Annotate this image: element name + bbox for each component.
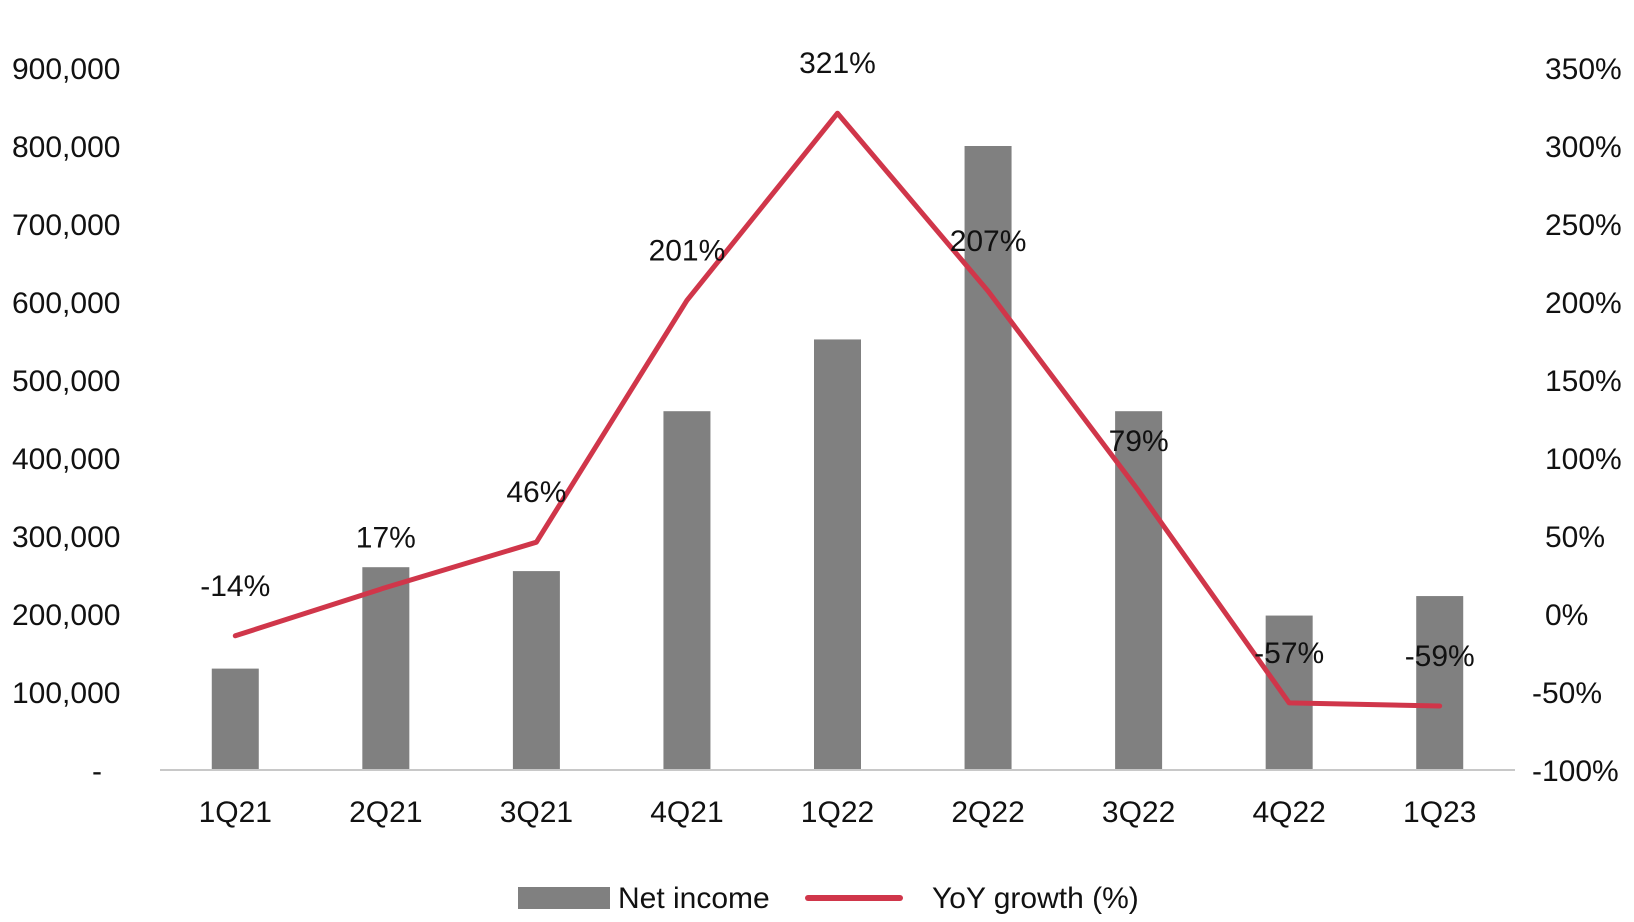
- data-label-2Q22: 207%: [950, 225, 1027, 258]
- right-tick-label: 100%: [1545, 443, 1622, 476]
- left-tick-label: 500,000: [12, 365, 120, 398]
- right-tick-label: 200%: [1545, 287, 1622, 320]
- right-tick-label: 0%: [1545, 599, 1588, 632]
- bar-2Q22: [964, 146, 1012, 770]
- data-label-4Q21: 201%: [649, 234, 726, 267]
- x-tick-label: 3Q22: [1102, 796, 1175, 829]
- x-tick-label: 1Q23: [1403, 796, 1476, 829]
- line-series-yoy-growth: [232, 110, 1443, 709]
- bar-3Q21: [512, 571, 560, 770]
- right-tick-label: 300%: [1545, 131, 1622, 164]
- left-tick-label: -: [92, 755, 102, 788]
- right-tick-label: 150%: [1545, 365, 1622, 398]
- right-tick-label: -100%: [1532, 755, 1619, 788]
- left-tick-label: 700,000: [12, 209, 120, 242]
- left-tick-label: 800,000: [12, 131, 120, 164]
- legend-label-yoy-growth: YoY growth (%): [932, 882, 1139, 915]
- data-label-1Q21: -14%: [200, 570, 270, 603]
- legend: Net income YoY growth (%): [518, 882, 1139, 915]
- x-tick-label: 1Q22: [801, 796, 874, 829]
- right-tick-label: 250%: [1545, 209, 1622, 242]
- bar-series-net-income: [211, 146, 1464, 770]
- bar-1Q22: [814, 339, 861, 770]
- bar-4Q22: [1265, 615, 1313, 770]
- data-label-3Q22: 79%: [1109, 425, 1169, 458]
- legend-swatch-net-income: [518, 887, 610, 909]
- left-tick-label: 100,000: [12, 677, 120, 710]
- right-tick-label: -50%: [1532, 677, 1602, 710]
- x-tick-label: 3Q21: [500, 796, 573, 829]
- data-label-1Q23: -59%: [1405, 640, 1475, 673]
- x-tick-label: 4Q22: [1252, 796, 1325, 829]
- data-label-1Q22: 321%: [799, 47, 876, 80]
- data-label-2Q21: 17%: [356, 521, 416, 554]
- bar-2Q21: [362, 567, 410, 770]
- data-label-3Q21: 46%: [506, 476, 566, 509]
- left-tick-label: 400,000: [12, 443, 120, 476]
- bar-4Q21: [663, 411, 711, 770]
- right-tick-label: 350%: [1545, 53, 1622, 86]
- x-axis-ticks: 1Q21 2Q21 3Q21 4Q21 1Q22 2Q22 3Q22 4Q22 1Q23: [199, 796, 1477, 829]
- left-tick-label: 600,000: [12, 287, 120, 320]
- legend-label-net-income: Net income: [618, 882, 770, 915]
- x-tick-label: 2Q21: [349, 796, 422, 829]
- line-data-labels: -14% 17% 46% 201% 321% 207% 79% -57% -59%: [200, 47, 1474, 673]
- right-tick-label: 50%: [1545, 521, 1605, 554]
- x-tick-label: 2Q22: [951, 796, 1024, 829]
- bar-1Q21: [211, 668, 259, 770]
- left-tick-label: 200,000: [12, 599, 120, 632]
- left-tick-label: 900,000: [12, 53, 120, 86]
- bar-1Q23: [1416, 596, 1464, 770]
- right-axis-ticks: -100% -50% 0% 50% 100% 150% 200% 250% 300% 350%: [1532, 53, 1622, 788]
- x-tick-label: 4Q21: [650, 796, 723, 829]
- data-label-4Q22: -57%: [1254, 637, 1324, 670]
- x-tick-label: 1Q21: [199, 796, 272, 829]
- left-tick-label: 300,000: [12, 521, 120, 554]
- left-axis-ticks: - 100,000 200,000 300,000 400,000 500,000 600,…: [12, 53, 120, 788]
